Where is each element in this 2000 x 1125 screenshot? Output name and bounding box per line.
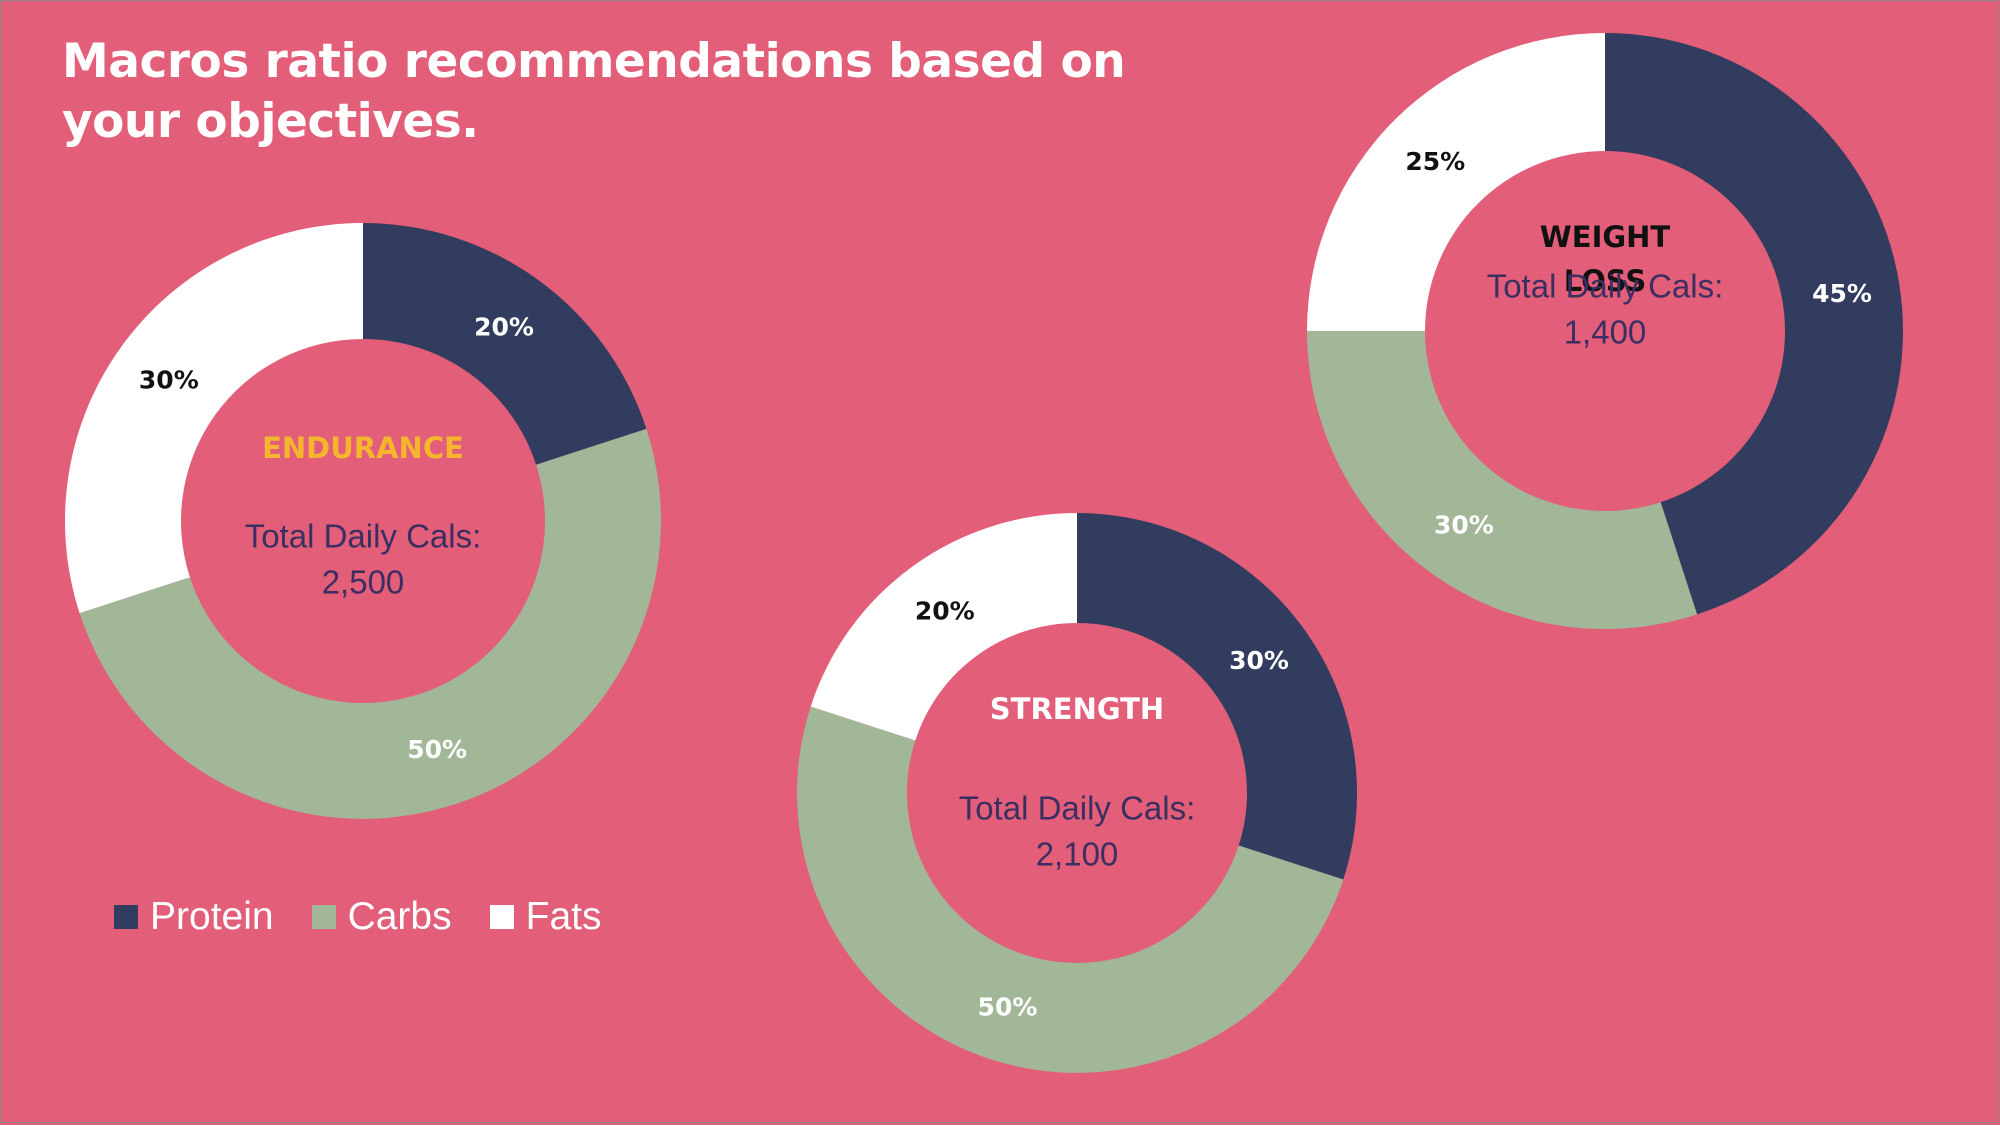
calorie-label-endurance: Total Daily Cals: (245, 518, 482, 555)
donut-segment-weight-loss-carbs (1307, 331, 1698, 629)
legend-label-fats: Fats (525, 895, 602, 938)
donut-segment-endurance-fats (65, 223, 363, 614)
donut-segment-strength-fats (810, 513, 1077, 741)
donut-segment-endurance-protein (363, 223, 647, 465)
legend-swatch-protein (114, 905, 138, 929)
data-label-weight-loss-fats: 25% (1405, 147, 1465, 176)
donut-segment-weight-loss-protein (1605, 33, 1904, 615)
chart-legend: Protein Carbs Fats (114, 892, 639, 942)
legend-item-carbs: Carbs (311, 895, 452, 939)
data-label-endurance-protein: 20% (474, 312, 534, 341)
donut-segment-endurance-carbs (79, 428, 661, 819)
calorie-value-weight-loss: 1,400 (1564, 314, 1647, 351)
legend-swatch-fats (489, 905, 514, 929)
page-title: Macros ratio recommendations based on yo… (62, 34, 1126, 149)
legend-item-protein: Protein (114, 895, 274, 939)
data-label-endurance-carbs: 50% (407, 735, 467, 764)
data-label-strength-protein: 30% (1229, 646, 1289, 675)
donut-segment-strength-carbs (797, 706, 1344, 1073)
calorie-value-strength: 2,100 (1036, 836, 1119, 873)
donut-strength: 30% 50% 20% STRENGTH Total Daily Cals: 2,100 (797, 513, 1357, 1073)
donut-segment-strength-protein (1077, 513, 1357, 880)
objective-label-weight-loss-line-1: WEIGHT (1540, 220, 1671, 254)
legend-swatch-carbs (311, 905, 336, 929)
legend-label-protein: Protein (150, 895, 274, 938)
data-label-weight-loss-carbs: 30% (1434, 511, 1494, 540)
objective-label-weight-loss-line-2: LOSS (1564, 264, 1647, 298)
calorie-label-weight-loss: Total Daily Cals: (1487, 268, 1724, 305)
legend-item-fats: Fats (489, 895, 602, 939)
data-label-weight-loss-protein: 45% (1812, 279, 1872, 308)
data-label-strength-carbs: 50% (978, 992, 1038, 1021)
data-label-strength-fats: 20% (915, 596, 975, 625)
objective-label-endurance: ENDURANCE (262, 431, 464, 465)
data-label-endurance-fats: 30% (139, 365, 199, 394)
legend-label-carbs: Carbs (347, 895, 452, 938)
calorie-label-strength: Total Daily Cals: (959, 790, 1196, 827)
objective-label-strength: STRENGTH (990, 692, 1164, 726)
donut-endurance: 20% 50% 30% ENDURANCE Total Daily Cals: 2,500 (65, 223, 661, 819)
calorie-value-endurance: 2,500 (322, 564, 405, 601)
donut-segment-weight-loss-fats (1307, 33, 1605, 331)
